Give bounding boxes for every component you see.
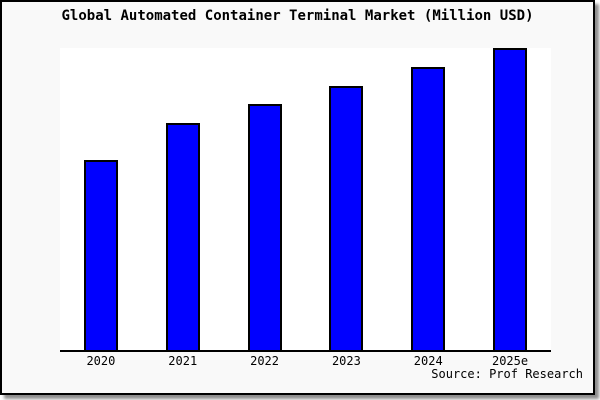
- bar-slot: [60, 48, 142, 350]
- bar-slot: [305, 48, 387, 350]
- bar-2023: [329, 85, 364, 350]
- bars-container: [60, 48, 551, 350]
- x-tick-label-2024: 2024: [413, 354, 443, 368]
- x-tick-label-2020: 2020: [86, 354, 116, 368]
- bar-slot: [469, 48, 551, 350]
- x-tick-label-2025e: 2025e: [491, 354, 529, 368]
- bar-slot: [224, 48, 306, 350]
- bar-slot: [387, 48, 469, 350]
- bar-2022: [247, 103, 282, 350]
- bar-2020: [83, 159, 118, 350]
- bar-2024: [411, 67, 446, 350]
- bar-2021: [165, 123, 200, 350]
- bar-2025e: [493, 48, 528, 350]
- x-axis-labels: 2020 2021 2022 2023 2024 2025e: [60, 354, 551, 368]
- plot-area: [60, 48, 551, 352]
- chart-title: Global Automated Container Terminal Mark…: [61, 8, 534, 24]
- bar-slot: [142, 48, 224, 350]
- figure-frame: Global Automated Container Terminal Mark…: [0, 0, 595, 395]
- x-tick-label-2023: 2023: [331, 354, 361, 368]
- x-tick-label-2022: 2022: [250, 354, 280, 368]
- source-credit: Source: Prof Research: [431, 367, 583, 381]
- x-tick-label-2021: 2021: [168, 354, 198, 368]
